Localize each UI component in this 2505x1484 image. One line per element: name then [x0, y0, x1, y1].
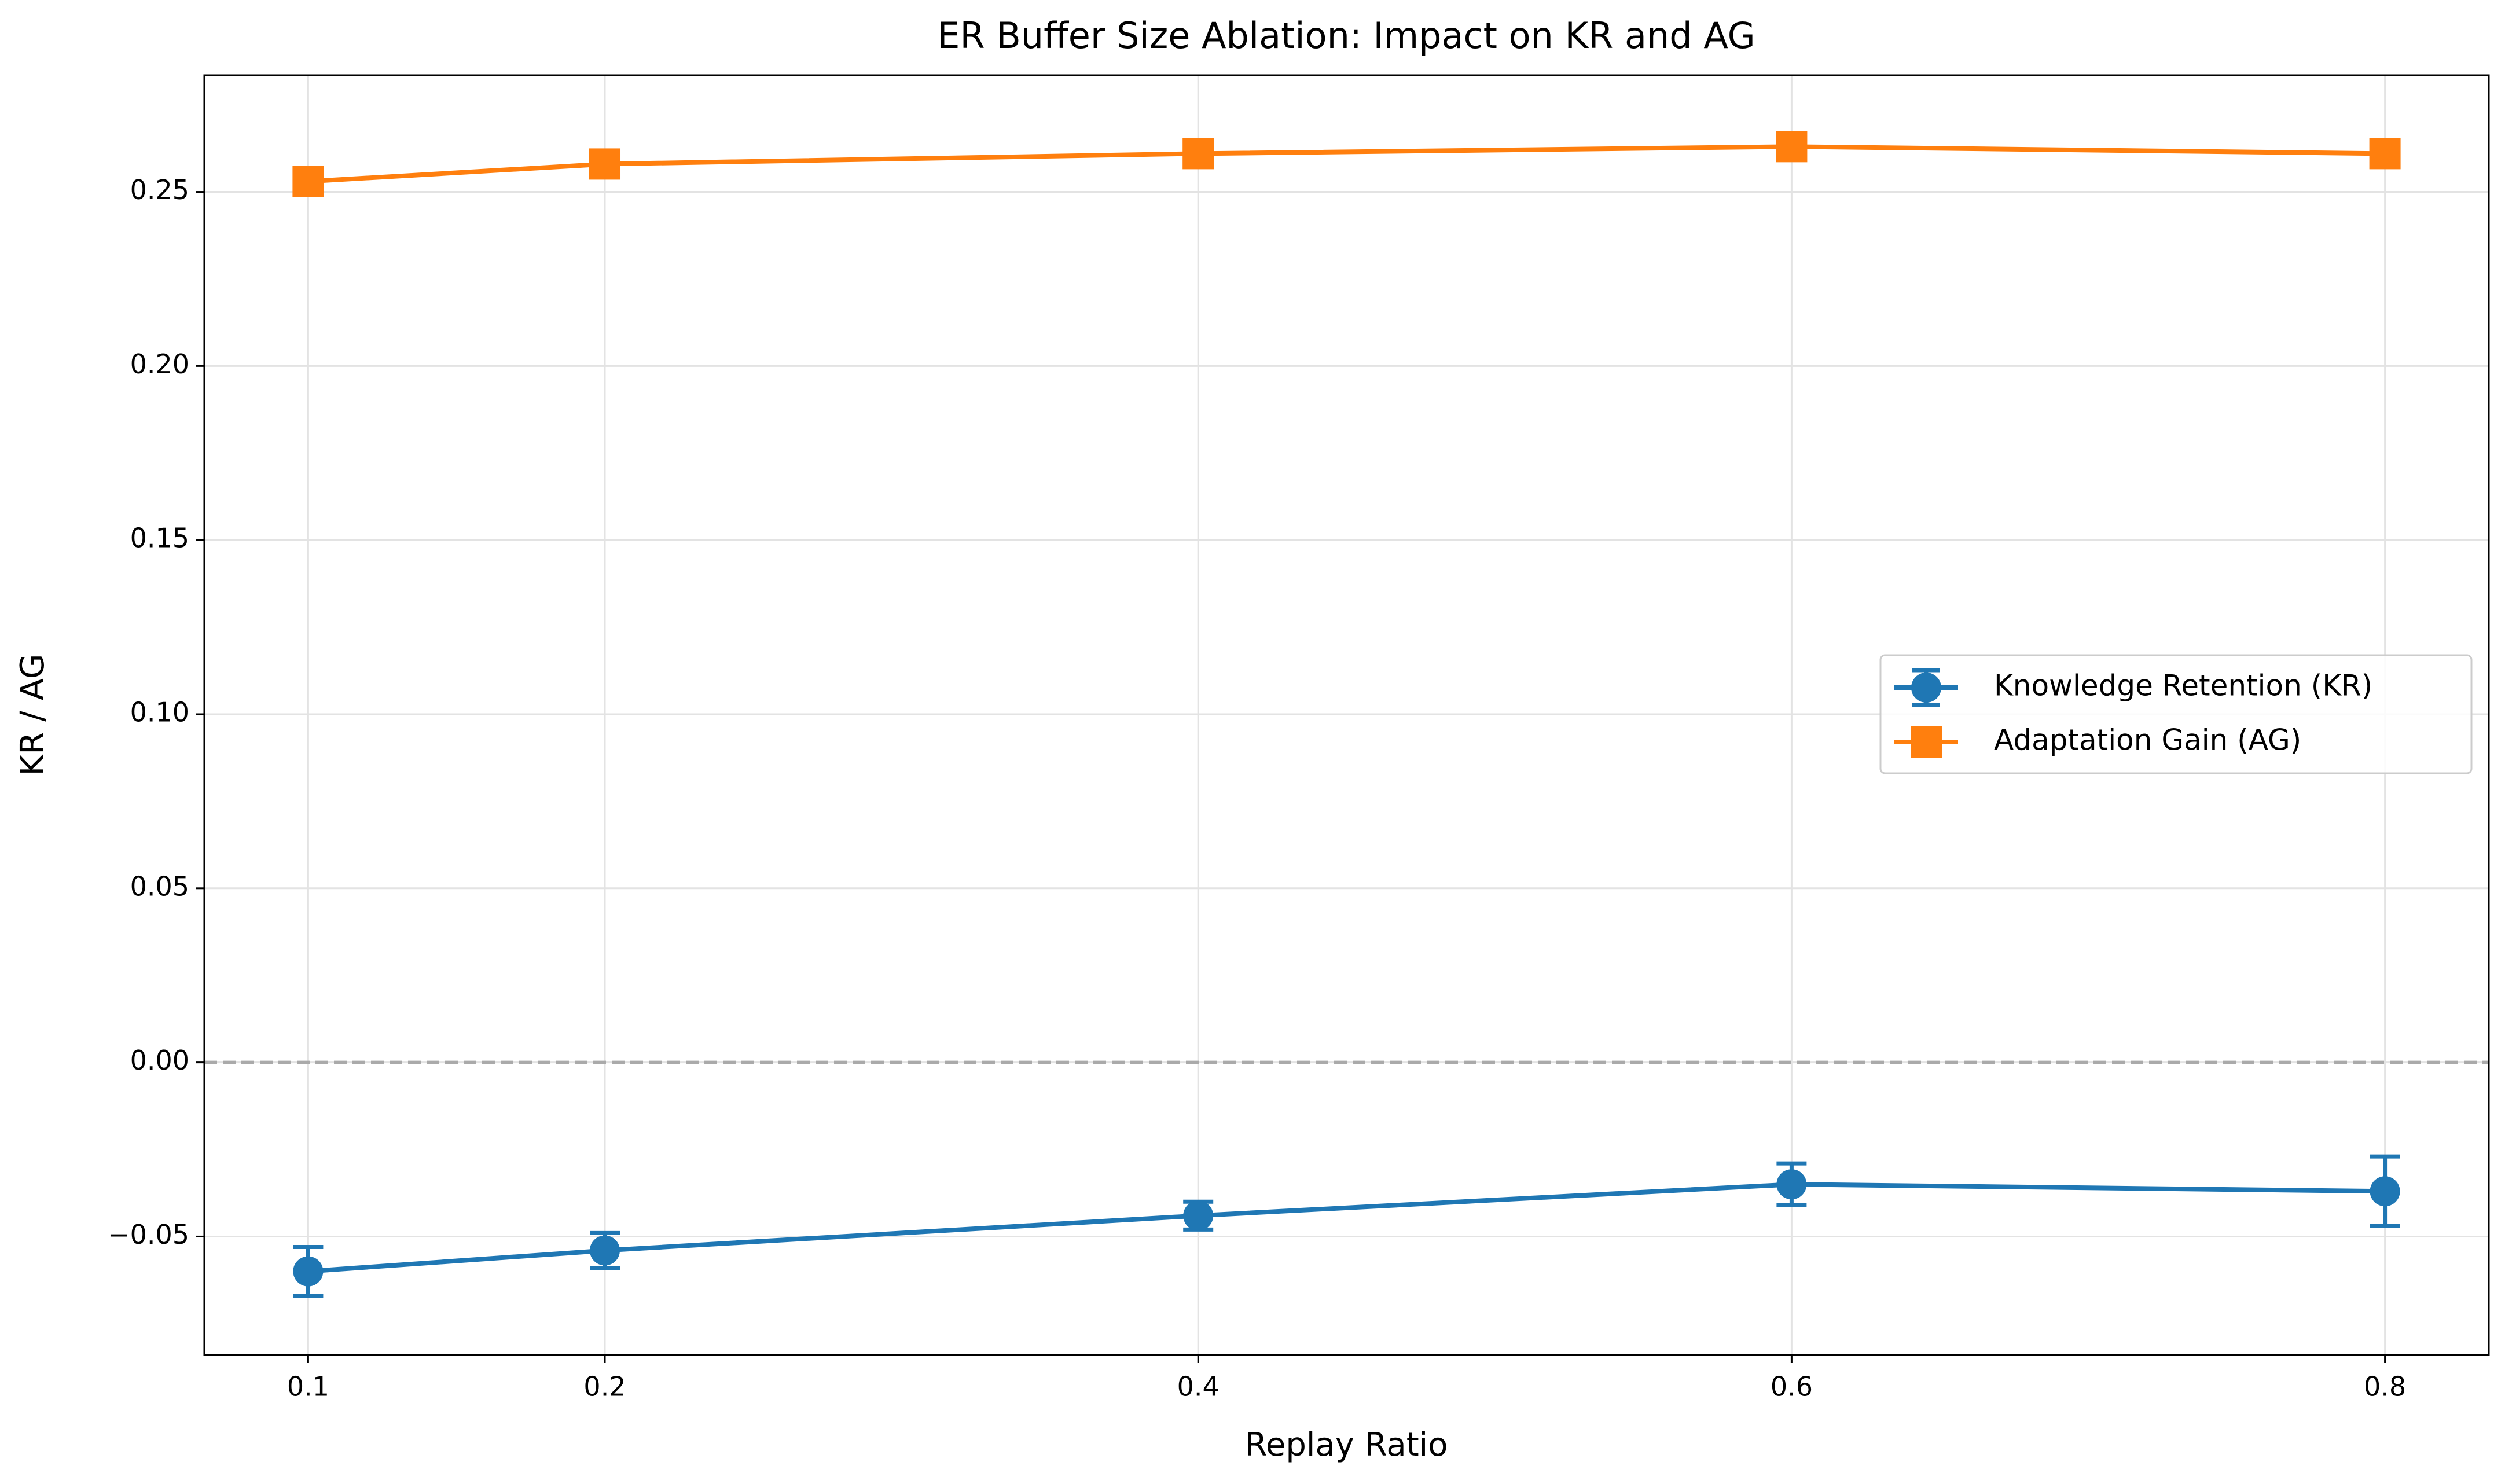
chart-title: ER Buffer Size Ablation: Impact on KR an… [937, 14, 1755, 57]
legend-box [1879, 654, 2473, 774]
y-tick-label: 0.05 [130, 870, 189, 902]
x-tick-label: 0.4 [1177, 1371, 1220, 1402]
x-tick-label: 0.1 [287, 1371, 329, 1402]
marker [2369, 138, 2401, 170]
y-tick-label: −0.05 [108, 1219, 189, 1250]
legend-label: Knowledge Retention (KR) [1994, 669, 2372, 703]
y-tick-label: 0.20 [130, 348, 189, 380]
marker [293, 1256, 324, 1287]
marker [2370, 1176, 2400, 1207]
marker [1911, 673, 1941, 703]
x-tick-label: 0.2 [583, 1371, 626, 1402]
marker [1911, 726, 1942, 758]
x-tick-label: 0.8 [2364, 1371, 2406, 1402]
series-line [308, 1182, 2385, 1274]
y-tick-label: 0.25 [130, 174, 189, 205]
marker [1182, 138, 1214, 170]
legend-entry: Adaptation Gain (AG) [1894, 723, 2301, 758]
x-axis-label: Replay Ratio [1245, 1426, 1448, 1464]
marker [1183, 1200, 1214, 1231]
legend-label: Adaptation Gain (AG) [1994, 723, 2301, 757]
marker [1776, 131, 1808, 163]
marker [590, 1235, 620, 1266]
y-axis-label: KR / AG [14, 654, 52, 776]
y-tick-label: 0.10 [130, 696, 189, 728]
x-tick-label: 0.6 [1771, 1371, 1813, 1402]
legend-entry: Knowledge Retention (KR) [1894, 668, 2372, 707]
y-tick-label: 0.00 [130, 1045, 189, 1076]
y-tick-label: 0.15 [130, 523, 189, 554]
marker [292, 166, 324, 197]
plot-frame [203, 74, 2490, 1356]
marker [1776, 1169, 1807, 1200]
marker [589, 148, 621, 180]
